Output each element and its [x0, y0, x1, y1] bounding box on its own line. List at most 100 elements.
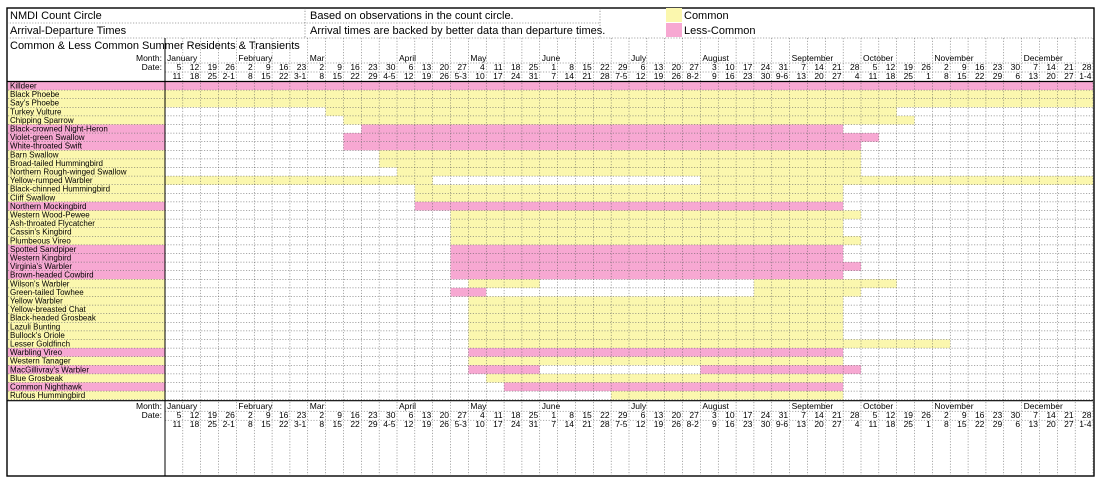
month-tick-label-bottom: December — [1024, 401, 1063, 411]
date-end-label-top: 8 — [944, 71, 949, 81]
species-row-label-bg — [8, 219, 165, 228]
date-start-label-top: 6 — [409, 62, 414, 72]
date-start-label-top: 22 — [600, 62, 610, 72]
date-end-label-top: 1 — [926, 71, 931, 81]
date-start-label-top: 9 — [337, 62, 342, 72]
species-row-label-bg — [8, 339, 165, 349]
species-label: Common Nighthawk — [10, 383, 83, 392]
date-end-label-top: 7-5 — [615, 71, 628, 81]
date-end-label-top: 24 — [511, 71, 521, 81]
date-end-label-bottom: 4 — [855, 419, 860, 429]
date-start-label-top: 30 — [1011, 62, 1021, 72]
date-end-label-top: 18 — [886, 71, 896, 81]
species-label: Wilson's Warbler — [10, 279, 70, 288]
month-tick-label-top: June — [542, 53, 561, 63]
date-start-label-top: 12 — [190, 62, 200, 72]
date-start-label-top: 16 — [975, 62, 985, 72]
note-line-2: Arrival times are backed by better data … — [310, 25, 605, 37]
date-end-label-top: 22 — [279, 71, 289, 81]
date-start-label-bottom: 21 — [1064, 410, 1074, 420]
date-start-label-bottom: 24 — [761, 410, 771, 420]
date-end-label-top: 13 — [1028, 71, 1038, 81]
species-label: Say's Phoebe — [10, 99, 60, 108]
date-end-label-bottom: 11 — [173, 419, 182, 429]
date-start-label-bottom: 19 — [904, 410, 914, 420]
date-end-label-top: 15 — [957, 71, 967, 81]
occurrence-bar — [397, 167, 861, 177]
species-label: Rufous Hummingbird — [10, 391, 85, 400]
occurrence-bar — [753, 279, 897, 288]
date-end-label-bottom: 22 — [279, 419, 289, 429]
species-row-label-bg — [8, 150, 165, 159]
species-row-label-bg — [8, 210, 165, 220]
date-end-label-bottom: 8-2 — [687, 419, 700, 429]
species-label: White-throated Swift — [10, 142, 83, 151]
date-start-label-bottom: 5 — [873, 410, 878, 420]
species-label: Virginia's Warbler — [10, 262, 72, 271]
date-end-label-bottom: 13 — [1028, 419, 1038, 429]
date-start-label-top: 14 — [814, 62, 824, 72]
date-start-label-bottom: 27 — [689, 410, 699, 420]
date-end-label-top: 27 — [1064, 71, 1074, 81]
date-start-label-bottom: 2 — [944, 410, 949, 420]
date-start-label-bottom: 19 — [208, 410, 218, 420]
species-label: MacGillivray's Warbler — [10, 365, 89, 374]
occurrence-bar — [504, 382, 844, 392]
species-label: Yellow Warbler — [10, 297, 63, 306]
date-end-label-bottom: 18 — [886, 419, 896, 429]
date-end-label-top: 7 — [551, 71, 556, 81]
species-row-label-bg — [8, 236, 165, 245]
date-start-label-bottom: 6 — [409, 410, 414, 420]
species-row-label-bg — [8, 253, 165, 263]
date-start-label-top: 23 — [993, 62, 1003, 72]
date-start-label-bottom: 16 — [350, 410, 360, 420]
species-label: Cassin's Kingbird — [10, 228, 72, 237]
occurrence-bar — [450, 236, 861, 245]
species-label: Bullock's Oriole — [10, 331, 65, 340]
date-end-label-top: 20 — [814, 71, 824, 81]
month-tick-label-bottom: November — [934, 401, 973, 411]
month-tick-label-bottom: May — [470, 401, 487, 411]
species-row-label-bg — [8, 270, 165, 280]
date-start-label-top: 24 — [761, 62, 771, 72]
date-start-label-top: 13 — [654, 62, 664, 72]
date-end-label-bottom: 23 — [743, 419, 753, 429]
date-start-label-bottom: 20 — [672, 410, 682, 420]
date-end-label-top: 14 — [564, 71, 574, 81]
occurrence-bar — [450, 253, 844, 263]
date-end-label-bottom: 8 — [944, 419, 949, 429]
date-end-label-top: 16 — [725, 71, 735, 81]
date-end-label-bottom: 20 — [1046, 419, 1056, 429]
date-end-label-bottom: 10 — [475, 419, 485, 429]
chart-title: NMDI Count Circle — [10, 10, 102, 22]
legend-label-less-common: Less-Common — [684, 25, 756, 37]
date-start-label-top: 10 — [725, 62, 735, 72]
date-end-label-bottom: 26 — [672, 419, 682, 429]
date-start-label-top: 3 — [712, 62, 717, 72]
month-tick-label-top: October — [863, 53, 893, 63]
species-label: Yellow-rumped Warbler — [10, 176, 93, 185]
date-end-label-bottom: 9 — [712, 419, 717, 429]
date-start-label-bottom: 16 — [279, 410, 289, 420]
date-start-label-bottom: 4 — [480, 410, 485, 420]
occurrence-bar — [450, 210, 861, 220]
date-start-label-top: 6 — [641, 62, 646, 72]
date-start-label-top: 25 — [529, 62, 539, 72]
date-start-label-bottom: 18 — [511, 410, 521, 420]
group-title: Common & Less Common Summer Residents & … — [10, 40, 300, 52]
date-end-label-top: 27 — [832, 71, 842, 81]
date-start-label-top: 7 — [801, 62, 806, 72]
date-start-label-top: 26 — [921, 62, 931, 72]
date-start-label-top: 9 — [266, 62, 271, 72]
date-end-label-bottom: 17 — [493, 419, 503, 429]
species-label: Lazuli Bunting — [10, 322, 60, 331]
date-end-label-top: 21 — [582, 71, 592, 81]
occurrence-bar — [361, 124, 844, 134]
date-start-label-bottom: 31 — [779, 410, 789, 420]
date-start-label-bottom: 23 — [993, 410, 1003, 420]
species-label: Barn Swallow — [10, 150, 59, 159]
species-row-label-bg — [8, 193, 165, 202]
occurrence-bar — [468, 296, 844, 306]
species-label: Western Wood-Pewee — [10, 211, 90, 220]
date-start-label-bottom: 21 — [832, 410, 842, 420]
